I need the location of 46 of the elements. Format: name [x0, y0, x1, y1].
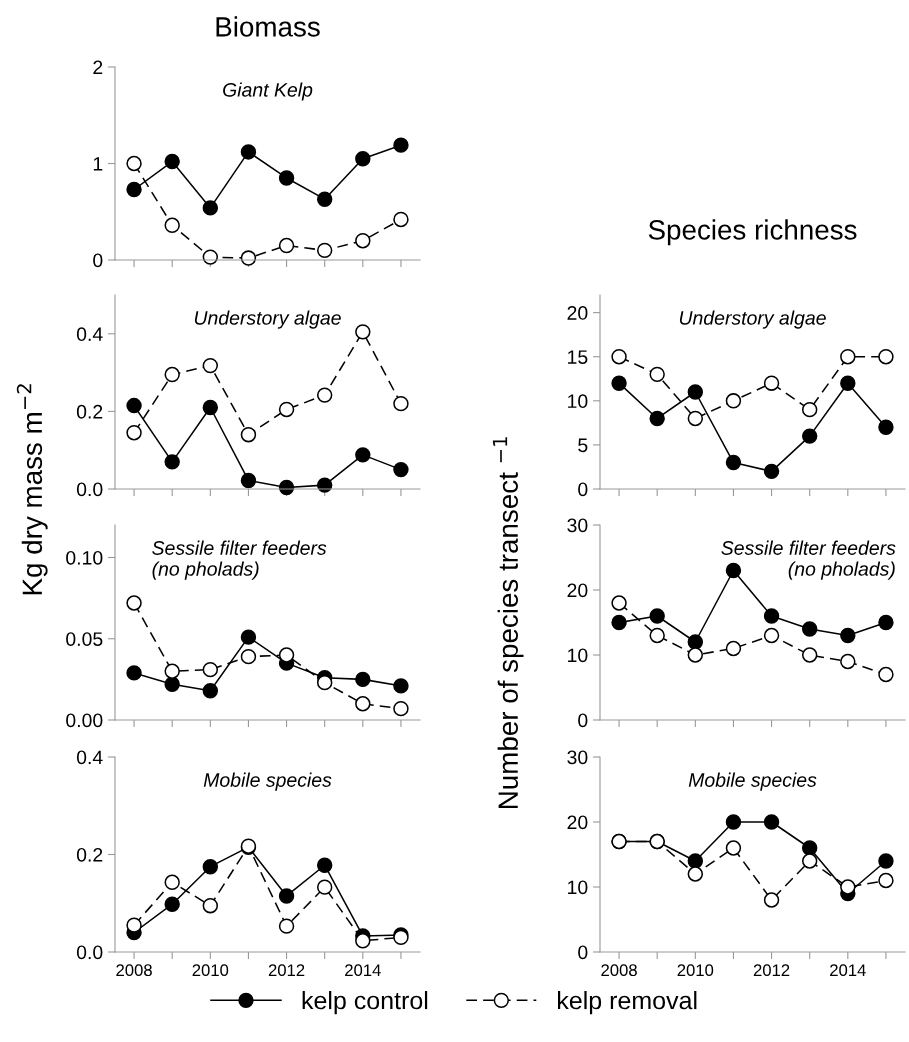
- y-tick-label: 20: [567, 815, 588, 830]
- x-tick-label: 2012: [753, 964, 790, 977]
- y-tick-label: 10: [568, 394, 588, 409]
- chart-title: Species richness: [648, 219, 857, 246]
- y-tick-label: 20: [567, 583, 588, 598]
- y-tick-label: 0.0: [76, 945, 103, 960]
- y-tick-label: 0: [578, 945, 588, 960]
- legend-label: kelp removal: [557, 990, 697, 1015]
- annotation: Giant Kelp: [223, 82, 313, 101]
- y-tick-label: 0: [578, 482, 588, 497]
- y-tick-label: 0.2: [76, 404, 103, 419]
- x-tick-label: 2014: [345, 964, 381, 977]
- x-tick-label: 2014: [830, 964, 866, 977]
- y-axis-title: Kg dry mass m$^{−2}$: [16, 384, 48, 595]
- annotation: Understory algae: [194, 310, 341, 329]
- y-tick-label: 2: [93, 60, 103, 75]
- annotation: Mobile species: [688, 772, 817, 791]
- x-tick-label: 2008: [601, 964, 637, 977]
- x-tick-label: 2010: [192, 964, 229, 977]
- y-tick-label: 0.4: [76, 327, 103, 342]
- y-tick-label: 0.2: [76, 847, 103, 862]
- y-tick-label: 30: [567, 750, 588, 765]
- y-tick-label: 1: [93, 157, 103, 171]
- y-tick-label: 0.05: [66, 632, 103, 646]
- x-tick-label: 2008: [116, 964, 152, 977]
- annotation: Understory algae: [679, 310, 826, 329]
- y-tick-label: 10: [568, 880, 588, 895]
- annotation: Mobile species: [203, 772, 332, 791]
- y-tick-label: 0.10: [66, 550, 103, 565]
- legend-label: kelp control: [302, 990, 428, 1015]
- y-tick-label: 0: [578, 713, 588, 728]
- y-tick-label: 0.4: [76, 750, 103, 765]
- annotation: Sessile filter feeders (no pholads): [152, 540, 327, 580]
- y-tick-label: 10: [568, 648, 588, 663]
- x-tick-label: 2012: [268, 964, 305, 977]
- y-tick-label: 5: [578, 438, 588, 453]
- y-tick-label: 0.00: [66, 713, 103, 728]
- y-axis-title: Number of species transect $^{−1}$: [492, 437, 524, 808]
- y-tick-label: 20: [567, 306, 588, 320]
- y-tick-label: 0: [93, 253, 103, 268]
- chart-title: Biomass: [216, 16, 320, 37]
- y-tick-label: 15: [568, 350, 588, 364]
- x-tick-label: 2010: [677, 964, 714, 977]
- y-tick-label: 30: [567, 518, 588, 533]
- annotation: Sessile filter feeders (no pholads): [721, 540, 896, 580]
- y-tick-label: 0.0: [76, 482, 103, 497]
